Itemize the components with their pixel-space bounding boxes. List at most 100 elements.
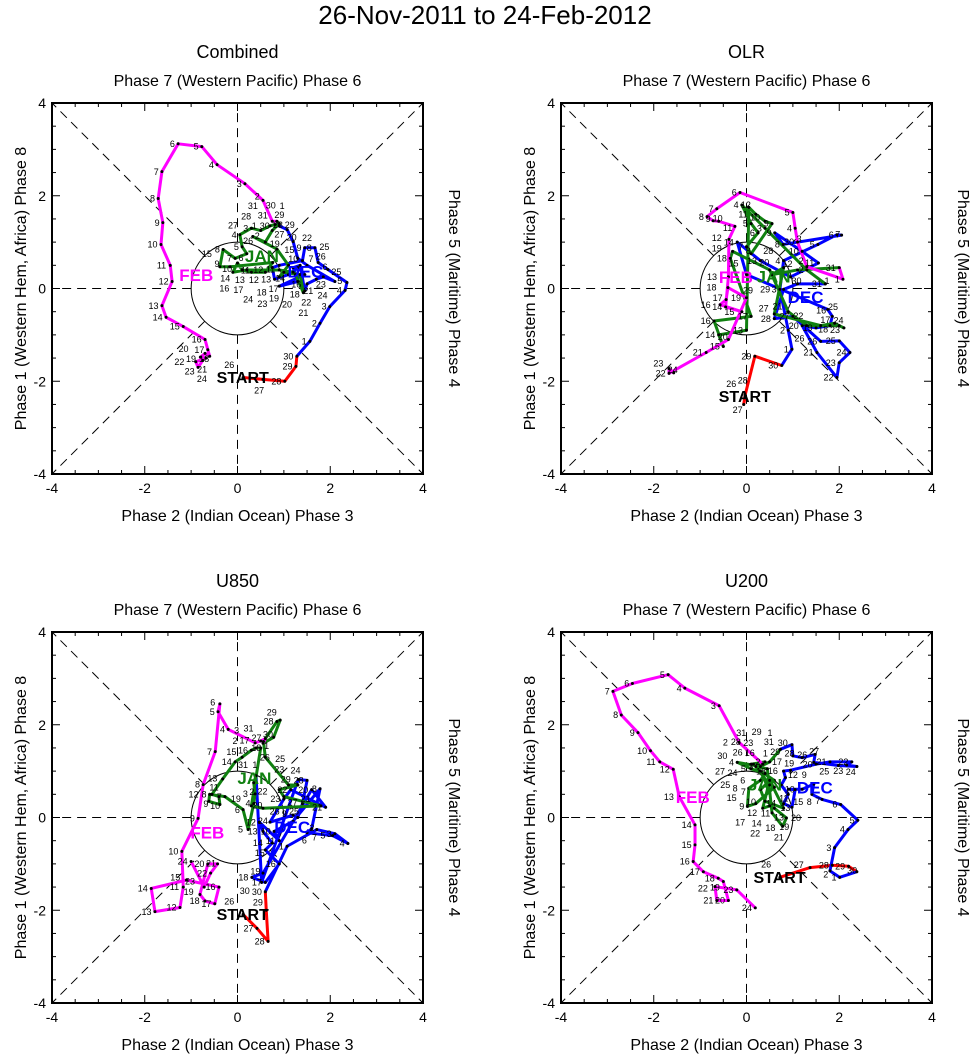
day-point xyxy=(740,310,744,314)
day-label: 6 xyxy=(750,228,755,238)
day-point xyxy=(717,333,721,337)
day-point xyxy=(296,266,300,270)
day-label: 21 xyxy=(303,286,313,296)
day-label: 16 xyxy=(206,882,216,892)
figure-title: 26-Nov-2011 to 24-Feb-2012 xyxy=(318,0,651,30)
day-point xyxy=(305,282,309,286)
day-label: 24 xyxy=(668,365,678,375)
day-label: 13 xyxy=(747,256,757,266)
day-label: 10 xyxy=(750,213,760,223)
day-point xyxy=(691,860,695,864)
day-point xyxy=(712,319,716,323)
x-tick-label: 2 xyxy=(326,1009,334,1025)
day-point xyxy=(738,191,742,195)
day-label: 12 xyxy=(167,903,177,913)
day-point xyxy=(816,242,820,246)
day-label: 30 xyxy=(717,751,727,761)
day-point xyxy=(819,339,823,343)
day-point xyxy=(772,312,776,316)
day-point xyxy=(789,768,793,772)
x-tick-label: -2 xyxy=(648,1009,661,1025)
day-label: 8 xyxy=(307,243,312,253)
day-point xyxy=(254,774,258,778)
day-point xyxy=(835,376,839,380)
day-label: 2 xyxy=(309,823,314,833)
day-point xyxy=(814,762,818,766)
day-point xyxy=(713,885,717,889)
day-point xyxy=(221,248,225,252)
day-label: 2 xyxy=(799,256,804,266)
day-label: 22 xyxy=(277,785,287,795)
day-label: 27 xyxy=(794,860,804,870)
right-axis-label: Phase 5 (Maritime) Phase 4 xyxy=(954,189,971,387)
day-point xyxy=(791,314,795,318)
day-point xyxy=(282,797,286,801)
day-label: 28 xyxy=(738,376,748,386)
day-label: 28 xyxy=(763,246,773,256)
day-label: 13 xyxy=(207,773,217,783)
day-label: 9 xyxy=(155,218,160,228)
day-label: 17 xyxy=(240,736,250,746)
day-point xyxy=(240,755,244,759)
day-point xyxy=(159,242,163,246)
day-point xyxy=(275,720,279,724)
day-label: 15 xyxy=(728,259,738,269)
day-point xyxy=(180,849,184,853)
y-tick-label: -4 xyxy=(34,995,47,1011)
day-point xyxy=(201,783,205,787)
day-point xyxy=(198,892,202,896)
day-label: 2 xyxy=(249,787,254,797)
day-point xyxy=(845,763,849,767)
day-label: 31 xyxy=(248,201,258,211)
day-label: 1 xyxy=(302,337,307,347)
day-label: 25 xyxy=(720,780,730,790)
day-label: 24 xyxy=(290,765,300,775)
day-point xyxy=(226,727,230,731)
day-point xyxy=(778,287,782,291)
x-tick-label: 0 xyxy=(234,480,242,496)
day-point xyxy=(819,324,823,328)
day-label: 23 xyxy=(830,325,840,335)
day-point xyxy=(793,788,797,792)
day-label: 7 xyxy=(815,796,820,806)
day-label: 20 xyxy=(252,801,262,811)
day-point xyxy=(264,908,268,912)
day-point xyxy=(754,212,758,216)
month-label-feb: FEB xyxy=(719,268,753,287)
day-label: 4 xyxy=(840,825,845,835)
day-label: 30 xyxy=(784,237,794,247)
day-label: 22 xyxy=(656,369,666,379)
panel-combined: Combined Phase 7 (Western Pacific) Phase … xyxy=(13,42,462,525)
day-label: 3 xyxy=(772,285,777,295)
day-label: 11 xyxy=(761,809,770,819)
day-label: 9 xyxy=(282,809,287,819)
day-label: 28 xyxy=(731,737,741,747)
day-point xyxy=(837,361,841,365)
day-label: 10 xyxy=(148,240,158,250)
start-label: START xyxy=(753,870,805,887)
day-label: 3 xyxy=(826,843,831,853)
day-label: 12 xyxy=(660,764,670,774)
day-label: 2 xyxy=(312,318,317,328)
day-label: 13 xyxy=(235,275,245,285)
day-label: 18 xyxy=(199,354,209,364)
day-label: 5 xyxy=(234,242,239,252)
day-point xyxy=(677,795,681,799)
day-label: 4 xyxy=(775,256,780,266)
day-point xyxy=(758,788,762,792)
x-tick-label: -4 xyxy=(46,480,59,496)
day-label: 12 xyxy=(741,200,751,210)
day-point xyxy=(303,246,307,250)
day-point xyxy=(333,832,337,836)
day-point xyxy=(761,806,765,810)
day-point xyxy=(249,748,253,752)
day-point xyxy=(291,813,295,817)
day-point xyxy=(847,864,851,868)
day-label: 20 xyxy=(178,344,188,354)
day-label: 6 xyxy=(323,262,328,272)
unit-circle xyxy=(190,241,285,336)
left-axis-label: Phase 1 (Western Hem, Africa) Phase 8 xyxy=(522,676,539,959)
day-label: 26 xyxy=(797,750,807,760)
day-point xyxy=(733,224,737,228)
day-label: 1 xyxy=(264,741,269,751)
